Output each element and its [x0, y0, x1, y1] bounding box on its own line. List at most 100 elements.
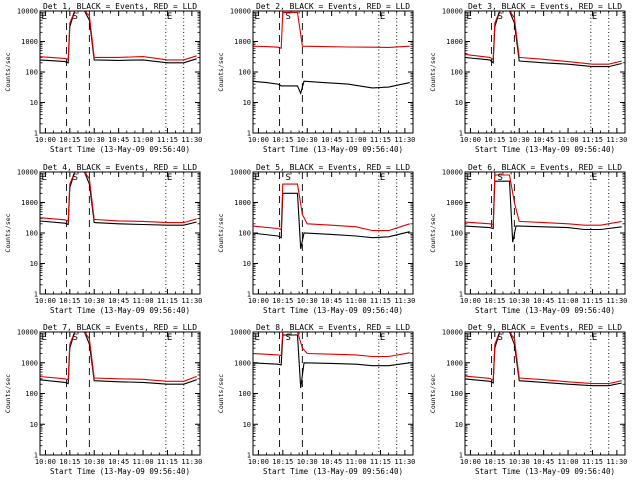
x-axis-label: Start Time (13-May-09 09:56:40)	[50, 145, 190, 154]
x-tick-label: 11:00	[133, 297, 154, 305]
plot-frame	[464, 10, 626, 134]
x-tick-label: 10:30	[297, 136, 318, 144]
x-tick-label: 11:15	[370, 297, 391, 305]
x-tick-label: 11:00	[558, 297, 579, 305]
x-tick-label: 11:00	[346, 458, 367, 466]
y-tick-label: 100	[25, 390, 38, 398]
x-tick-label: 11:30	[394, 136, 415, 144]
y-tick-label: 1	[34, 291, 38, 299]
x-tick-label: 11:15	[157, 297, 178, 305]
y-tick-label: 10	[455, 260, 463, 268]
plot-frame	[39, 171, 201, 295]
event-marker-label: E	[42, 173, 47, 183]
x-tick-label: 10:30	[297, 458, 318, 466]
event-marker-label: E	[167, 173, 172, 183]
x-tick-label: 10:45	[533, 458, 554, 466]
y-tick-label: 10000	[442, 169, 463, 177]
y-tick-label: 1	[247, 452, 251, 460]
y-tick-label: 100	[238, 390, 251, 398]
x-tick-label: 10:15	[272, 297, 293, 305]
x-tick-label: 11:30	[181, 297, 202, 305]
event-marker-label: S	[497, 173, 502, 183]
x-tick-label: 11:15	[370, 458, 391, 466]
x-tick-label: 10:30	[509, 136, 530, 144]
event-marker-label: S	[497, 12, 502, 22]
y-tick-label: 1000	[446, 359, 463, 367]
plot-frame	[252, 171, 414, 295]
event-marker-label: E	[255, 12, 260, 22]
y-tick-label: 1000	[234, 359, 251, 367]
y-tick-label: 10000	[17, 329, 38, 337]
y-tick-label: 10000	[230, 169, 251, 177]
y-axis-label: Counts/sec	[4, 52, 12, 91]
event-marker-label: E	[255, 333, 260, 343]
chart-panel-4: Det 4, BLACK = Events, RED = LLD 1 10 100 10…	[4, 163, 202, 315]
series-lld-line	[40, 172, 197, 224]
x-tick-label: 10:30	[84, 458, 105, 466]
event-marker-label: S	[285, 173, 290, 183]
x-axis-label: Start Time (13-May-09 09:56:40)	[263, 306, 403, 315]
plot-frame	[39, 331, 201, 456]
y-tick-label: 1	[247, 130, 251, 138]
x-tick-label: 11:00	[346, 297, 367, 305]
x-tick-label: 10:15	[59, 297, 80, 305]
x-tick-label: 10:00	[248, 136, 269, 144]
plot-frame	[464, 171, 626, 295]
x-tick-label: 10:45	[108, 458, 129, 466]
event-marker-label: E	[380, 173, 385, 183]
event-marker-label: E	[167, 12, 172, 22]
x-tick-label: 10:00	[248, 458, 269, 466]
x-tick-label: 10:30	[84, 297, 105, 305]
x-tick-label: 11:00	[558, 458, 579, 466]
chart-title: Det 4, BLACK = Events, RED = LLD	[43, 163, 197, 172]
x-axis-label: Start Time (13-May-09 09:56:40)	[50, 306, 190, 315]
event-marker-label: E	[255, 173, 260, 183]
x-tick-label: 10:15	[484, 136, 505, 144]
y-tick-label: 10	[243, 99, 251, 107]
chart-panel-3: Det 3, BLACK = Events, RED = LLD 1 10 100 10…	[429, 2, 627, 154]
chart-title: Det 1, BLACK = Events, RED = LLD	[43, 2, 197, 11]
event-marker-label: E	[592, 173, 597, 183]
event-marker-label: S	[72, 173, 77, 183]
series-events-line	[40, 172, 197, 226]
series-events-line	[465, 180, 622, 243]
event-marker-label: E	[467, 173, 472, 183]
y-tick-label: 100	[238, 69, 251, 77]
x-tick-label: 11:15	[157, 136, 178, 144]
y-tick-label: 10000	[17, 8, 38, 16]
y-tick-label: 1	[459, 291, 463, 299]
y-axis-label: Counts/sec	[429, 52, 437, 91]
y-tick-label: 1000	[446, 199, 463, 207]
event-marker-label: E	[592, 12, 597, 22]
chart-panel-9: Det 9, BLACK = Events, RED = LLD 1 10 100 10…	[429, 323, 627, 476]
y-tick-label: 10	[243, 260, 251, 268]
x-axis-label: Start Time (13-May-09 09:56:40)	[475, 467, 615, 476]
y-tick-label: 100	[450, 230, 463, 238]
y-tick-label: 1000	[21, 199, 38, 207]
y-tick-label: 1000	[234, 38, 251, 46]
y-tick-label: 1000	[446, 38, 463, 46]
x-tick-label: 11:15	[370, 136, 391, 144]
chart-panel-8: Det 8, BLACK = Events, RED = LLD 1 10 100 10…	[217, 323, 415, 476]
event-marker-label: E	[380, 333, 385, 343]
x-tick-label: 10:15	[484, 458, 505, 466]
x-tick-label: 11:30	[606, 136, 627, 144]
series-lld-line	[465, 11, 622, 65]
y-tick-label: 10000	[230, 8, 251, 16]
series-events-line	[465, 11, 622, 68]
x-tick-label: 10:30	[84, 136, 105, 144]
y-tick-label: 100	[25, 69, 38, 77]
chart-panel-2: Det 2, BLACK = Events, RED = LLD 1 10 100 10…	[217, 2, 415, 154]
series-lld-line	[465, 174, 622, 226]
series-events-line	[253, 192, 410, 250]
chart-panel-5: Det 5, BLACK = Events, RED = LLD 1 10 100 10…	[217, 163, 415, 315]
x-tick-label: 10:00	[460, 297, 481, 305]
y-tick-label: 10000	[230, 329, 251, 337]
x-tick-label: 10:30	[297, 297, 318, 305]
y-tick-label: 10	[30, 99, 38, 107]
y-tick-label: 1000	[21, 359, 38, 367]
x-tick-label: 10:00	[35, 458, 56, 466]
x-tick-label: 10:00	[460, 458, 481, 466]
y-tick-label: 100	[25, 230, 38, 238]
x-tick-label: 11:15	[157, 458, 178, 466]
